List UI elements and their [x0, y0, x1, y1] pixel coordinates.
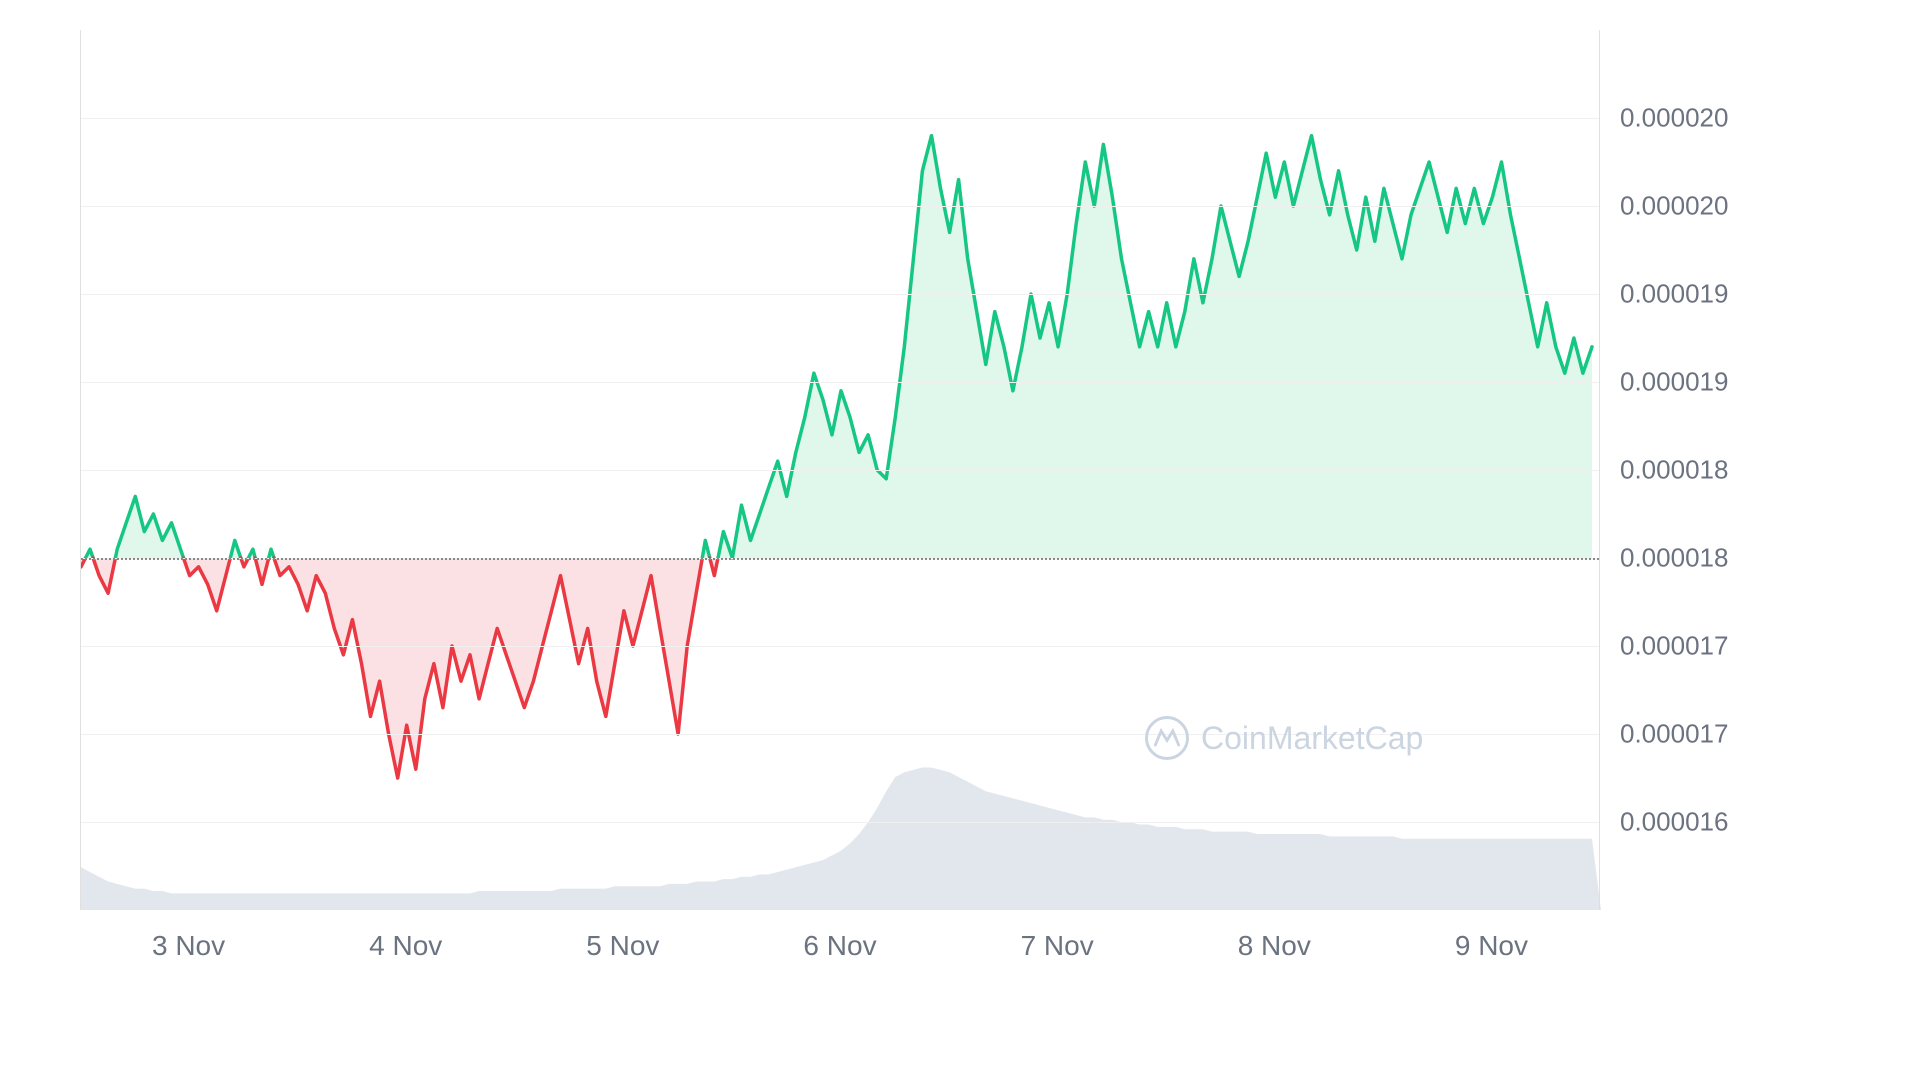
price-chart: CoinMarketCap 0.0000160.0000170.0000170.…	[80, 30, 1700, 990]
y-axis-label: 0.000017	[1620, 719, 1728, 750]
gridline	[81, 118, 1599, 119]
y-axis-label: 0.000017	[1620, 631, 1728, 662]
watermark: CoinMarketCap	[1145, 716, 1423, 760]
watermark-text: CoinMarketCap	[1201, 720, 1423, 757]
y-axis-label: 0.000018	[1620, 543, 1728, 574]
y-axis-label: 0.000019	[1620, 367, 1728, 398]
x-axis-label: 7 Nov	[1021, 930, 1094, 962]
x-axis-label: 9 Nov	[1455, 930, 1528, 962]
y-axis-label: 0.000020	[1620, 191, 1728, 222]
gridline	[81, 470, 1599, 471]
y-axis-label: 0.000018	[1620, 455, 1728, 486]
gridline	[81, 382, 1599, 383]
gridline	[81, 646, 1599, 647]
x-axis-label: 6 Nov	[803, 930, 876, 962]
x-axis-label: 4 Nov	[369, 930, 442, 962]
x-axis-label: 8 Nov	[1238, 930, 1311, 962]
plot-area: CoinMarketCap	[80, 30, 1600, 910]
baseline	[81, 558, 1599, 560]
volume-area-svg	[81, 760, 1601, 910]
gridline	[81, 206, 1599, 207]
coinmarketcap-logo-icon	[1145, 716, 1189, 760]
gridline	[81, 294, 1599, 295]
gridline	[81, 822, 1599, 823]
x-axis-label: 3 Nov	[152, 930, 225, 962]
y-axis-label: 0.000020	[1620, 103, 1728, 134]
y-axis-label: 0.000019	[1620, 279, 1728, 310]
y-axis-label: 0.000016	[1620, 807, 1728, 838]
x-axis-label: 5 Nov	[586, 930, 659, 962]
